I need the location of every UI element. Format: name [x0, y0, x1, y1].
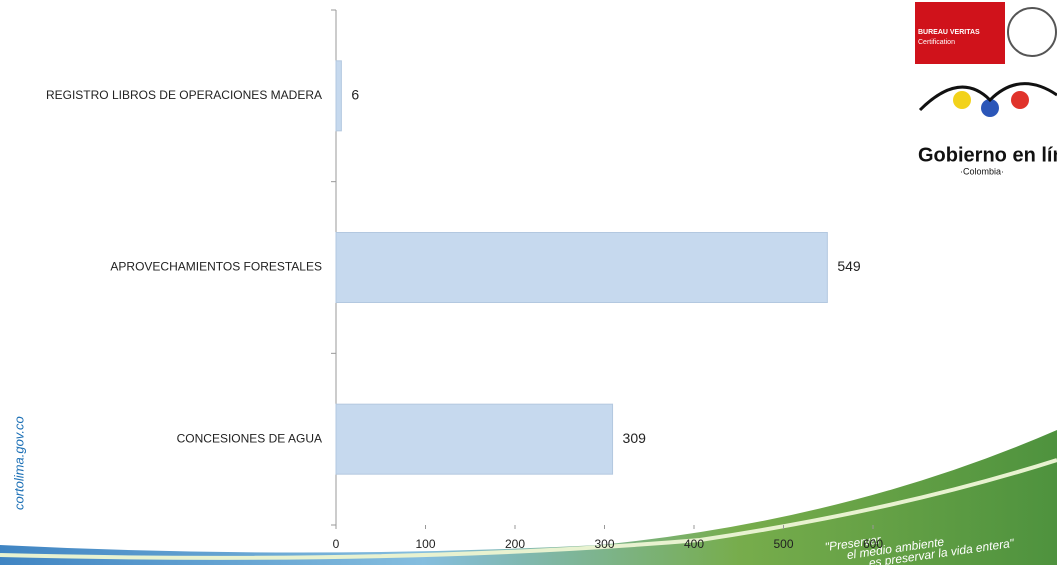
x-tick-label: 0: [333, 537, 340, 551]
swoosh-highlight: [0, 458, 1057, 560]
x-tick-label: 300: [594, 537, 614, 551]
gov-logo-figure: [953, 91, 971, 109]
site-url: cortolima.gov.co: [11, 416, 26, 510]
gov-logo-country: ·Colombia·: [960, 166, 1004, 176]
bureau-veritas-seal: [1007, 7, 1057, 57]
gov-logo-arms: [918, 82, 1057, 112]
gov-logo-figure: [981, 99, 999, 117]
certification: Certification: [918, 39, 955, 46]
chart: 0 100 200 300 400 500 600 REGISTRO LIBROS DE OP…: [46, 9, 883, 551]
category-label: REGISTRO LIBROS DE OPERACIONES MADERA: [46, 88, 322, 102]
bureau-veritas-logo: [915, 2, 1005, 64]
bar: [335, 403, 614, 475]
x-tick-label: 600: [863, 537, 883, 551]
value-label: 549: [837, 258, 861, 274]
bar: [335, 60, 342, 132]
swoosh: [0, 430, 1057, 565]
certifier: BUREAU VERITAS: [918, 29, 980, 36]
category-label: CONCESIONES DE AGUA: [177, 431, 322, 445]
value-label: 6: [351, 87, 359, 103]
value-label: 309: [623, 430, 647, 446]
gov-logo-text: Gobierno en línea: [918, 144, 1057, 166]
x-tick-label: 400: [684, 537, 704, 551]
bar: [335, 232, 828, 303]
category-label: APROVECHAMIENTOS FORESTALES: [110, 260, 322, 274]
x-tick-label: 500: [773, 537, 793, 551]
gov-logo-figure: [1011, 91, 1029, 109]
x-tick-label: 100: [415, 537, 435, 551]
x-tick-label: 200: [505, 537, 525, 551]
